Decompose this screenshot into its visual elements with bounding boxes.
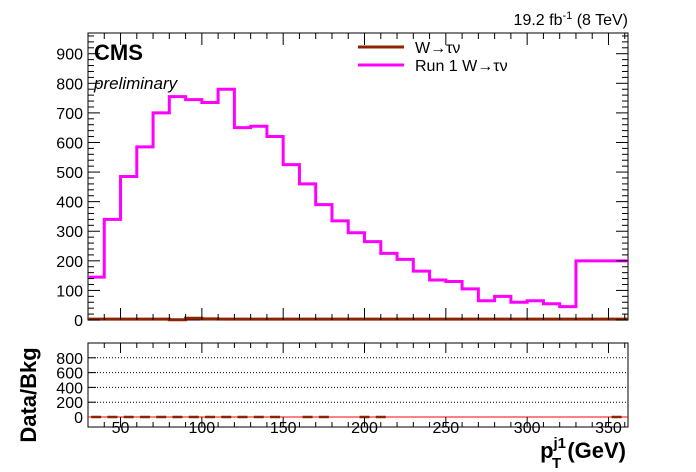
x-tick-label: 300 bbox=[514, 420, 541, 437]
header: 19.2 fb-1 (8 TeV) bbox=[514, 10, 628, 29]
legend-label-1: W→τν bbox=[415, 40, 460, 57]
ratio-y-tick-label: 400 bbox=[56, 380, 83, 397]
lumi-label: 19.2 fb-1 (8 TeV) bbox=[514, 10, 628, 29]
status-label: preliminary bbox=[93, 74, 179, 93]
x-axis-title: pj1 T (GeV) bbox=[540, 435, 626, 472]
x-tick-label: 50 bbox=[112, 420, 130, 437]
x-tick-label: 100 bbox=[189, 420, 216, 437]
ratio-y-tick-label: 600 bbox=[56, 366, 83, 383]
y-tick-label: 200 bbox=[56, 254, 83, 271]
x-tick-label: 150 bbox=[270, 420, 297, 437]
y-tick-label: 500 bbox=[56, 165, 83, 182]
x-tick-label: 250 bbox=[432, 420, 459, 437]
y-tick-label: 400 bbox=[56, 195, 83, 212]
series-line-2 bbox=[88, 87, 628, 309]
y-tick-label: 800 bbox=[56, 76, 83, 93]
y-tick-label: 300 bbox=[56, 224, 83, 241]
ratio-y-tick-label: 800 bbox=[56, 351, 83, 368]
y-tick-label: 0 bbox=[74, 313, 83, 330]
ratio-frame bbox=[87, 342, 629, 428]
y-tick-label: 600 bbox=[56, 135, 83, 152]
y-tick-label: 100 bbox=[56, 283, 83, 300]
y-tick-label: 900 bbox=[56, 47, 83, 64]
series-line-1 bbox=[88, 316, 628, 322]
ratio-y-tick-label: 200 bbox=[56, 395, 83, 412]
ratio-y-tick-label: 0 bbox=[74, 410, 83, 427]
x-tick-label: 350 bbox=[595, 420, 622, 437]
experiment-label: CMS bbox=[94, 40, 143, 65]
y-tick-label: 700 bbox=[56, 106, 83, 123]
legend-label-2: Run 1 W→τν bbox=[415, 58, 508, 75]
x-tick-label: 200 bbox=[351, 420, 378, 437]
y-axis-title: Data/Bkg bbox=[16, 347, 41, 442]
